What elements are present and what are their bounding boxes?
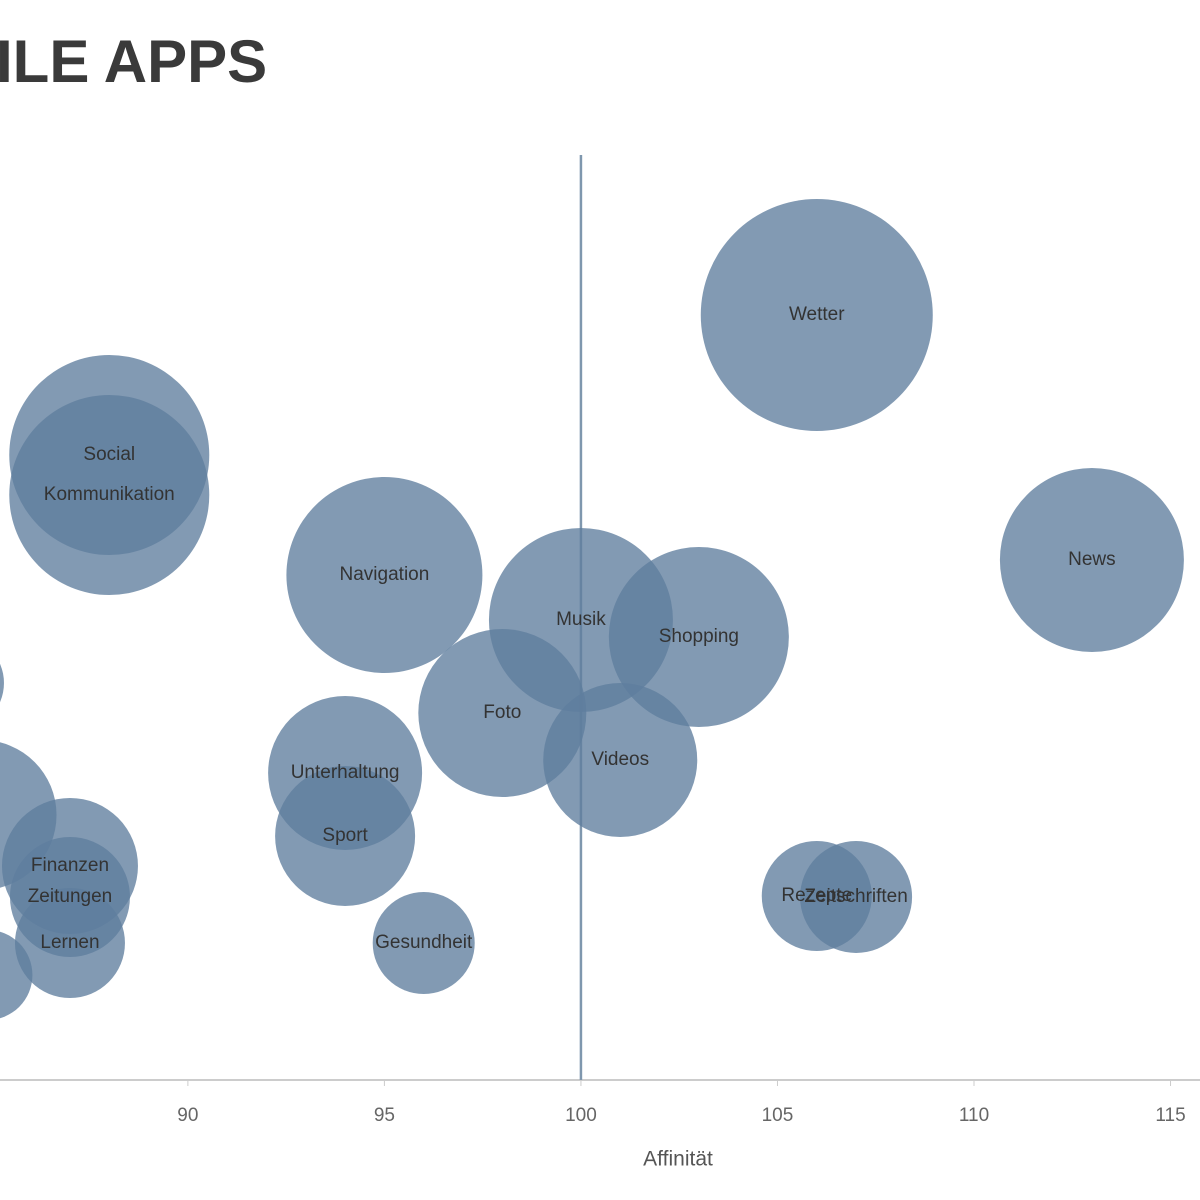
bubble	[14, 888, 125, 998]
bubble-label: Musik	[556, 609, 606, 630]
bubble-label: Videos	[591, 749, 649, 770]
bubble-label: Gesundheit	[375, 932, 473, 953]
bubble-label: Lernen	[40, 932, 99, 953]
bubble-label: News	[1068, 549, 1116, 570]
bubble-label: Kommunikation	[44, 484, 175, 505]
x-tick-label: 100	[565, 1105, 597, 1126]
bubble-label: Unterhaltung	[291, 762, 400, 783]
bubble-label: Zeitschriften	[804, 886, 907, 907]
bubble	[543, 683, 698, 837]
bubble	[372, 892, 475, 994]
bubble	[0, 663, 4, 703]
bubble-label: Shopping	[659, 626, 739, 647]
bubble	[700, 199, 933, 431]
bubble	[608, 547, 789, 727]
bubble-label: Wetter	[789, 304, 845, 325]
bubble	[275, 766, 416, 906]
bubble	[0, 742, 57, 888]
x-tick-label: 90	[177, 1105, 198, 1126]
bubble-label: Foto	[483, 702, 521, 723]
bubble-label: Navigation	[340, 564, 430, 585]
bubble-label: Finanzen	[31, 855, 109, 876]
x-tick-label: 115	[1155, 1105, 1185, 1126]
x-tick-label: 105	[762, 1105, 794, 1126]
chart-title: ILE APPS	[0, 28, 267, 95]
bubble	[0, 931, 33, 1019]
bubble-label: Social	[83, 444, 135, 465]
bubble-label: Zeitungen	[28, 886, 113, 907]
x-tick-label: 110	[959, 1105, 989, 1126]
bubble	[286, 477, 483, 673]
x-tick-label: 95	[374, 1105, 395, 1126]
x-axis-title: Affinität	[643, 1148, 713, 1171]
bubble-label: Sport	[322, 825, 368, 846]
bubble	[9, 395, 210, 595]
bubble	[999, 468, 1184, 652]
bubble-label: Rezepte	[781, 885, 852, 906]
bubble	[800, 841, 913, 953]
